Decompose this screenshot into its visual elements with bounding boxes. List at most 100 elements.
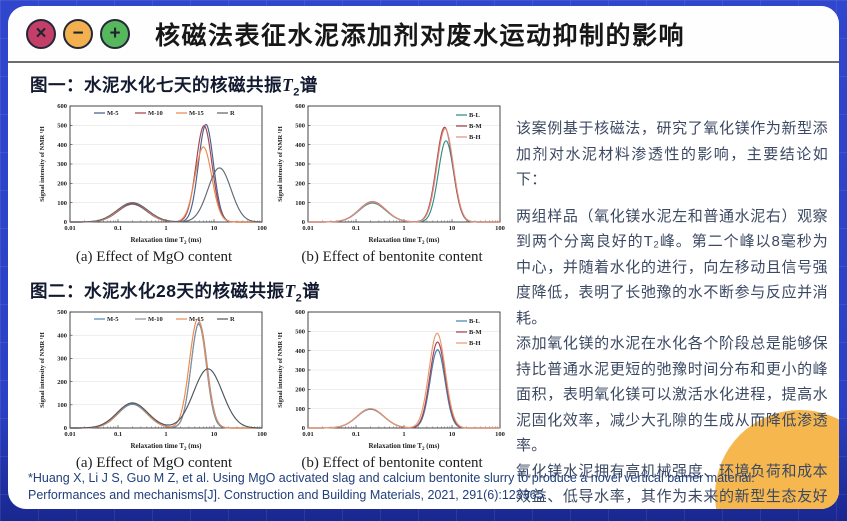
svg-text:Relaxation time T2 (ms): Relaxation time T2 (ms) [130,442,202,452]
svg-text:Relaxation time T2 (ms): Relaxation time T2 (ms) [368,442,440,452]
svg-text:B-M: B-M [469,123,482,130]
close-icon: × [35,23,47,44]
chart-caption: (b) Effect of bentonite content [301,249,483,265]
figure1-title-text: 图一：水泥水化七天的核磁共振 [30,75,282,95]
svg-text:600: 600 [295,103,305,110]
svg-text:200: 200 [57,379,67,386]
summary-paragraph-outlook: 氧化镁水泥拥有高机械强度、环境负荷和成本效益、低导水率，其作为未来的新型生态友好… [516,462,828,506]
svg-text:10: 10 [449,431,456,438]
svg-text:B-H: B-H [469,340,481,347]
nmr-t2-chart-7d-mgo: 0 100 200 300 400 500 600 0.01 0.1 1 10 100 M-5 M-10 M… [36,96,272,266]
svg-text:100: 100 [295,200,305,207]
svg-text:10: 10 [211,431,218,438]
svg-text:400: 400 [57,332,67,339]
svg-text:100: 100 [57,200,67,207]
svg-text:M-15: M-15 [189,316,205,323]
svg-text:M-5: M-5 [107,110,119,117]
svg-text:0.01: 0.01 [64,225,75,232]
t2-subscript: 2 [293,86,300,99]
svg-text:0.1: 0.1 [352,225,360,232]
summary-paragraph-intro: 该案例基于核磁法，研究了氧化镁作为新型添加剂对水泥材料渗透性的影响，主要结论如下… [516,120,828,188]
minimize-icon: − [72,23,84,44]
svg-text:B-L: B-L [469,318,481,325]
svg-text:400: 400 [295,348,305,355]
svg-text:200: 200 [295,387,305,394]
svg-text:0: 0 [302,219,305,226]
svg-text:100: 100 [257,225,267,232]
reference-citation: *Huang X, Li J S, Guo M Z, et al. Using … [28,471,755,502]
svg-text:M-10: M-10 [148,316,163,323]
summary-paragraph-mgo-effect: 添加氧化镁的水泥在水化各个阶段总是能够保持比普通水泥更短的弛豫时间分布和更小的峰… [516,335,828,454]
svg-text:0: 0 [302,425,305,432]
chart-plot-area: 0 100 200 300 400 500 0.01 0.1 1 10 100 M-5 M-10 M-15… [36,302,272,454]
svg-text:Relaxation time T2 (ms): Relaxation time T2 (ms) [368,236,440,246]
svg-text:B-M: B-M [469,329,482,336]
svg-text:10: 10 [449,225,456,232]
svg-text:R: R [230,316,235,323]
t2-symbol: T [284,281,296,301]
nmr-t2-chart-28d-mgo: 0 100 200 300 400 500 0.01 0.1 1 10 100 M-5 M-10 M-15… [36,302,272,472]
close-button[interactable]: × [26,18,56,49]
svg-text:500: 500 [295,123,305,130]
svg-text:600: 600 [57,103,67,110]
nmr-t2-chart-28d-bentonite: 0 100 200 300 400 500 600 0.01 0.1 1 10 100 B-L B-M B-… [274,302,510,472]
svg-text:400: 400 [57,142,67,149]
svg-text:Relaxation time T2 (ms): Relaxation time T2 (ms) [130,236,202,246]
svg-text:300: 300 [57,356,67,363]
figure2-title: 图二：水泥水化28天的核磁共振T2谱 [30,278,320,305]
svg-text:100: 100 [295,406,305,413]
svg-text:R: R [230,110,235,117]
svg-text:1: 1 [402,225,405,232]
svg-text:1: 1 [402,431,405,438]
chart-caption: (b) Effect of bentonite content [301,455,483,471]
svg-text:1: 1 [164,431,167,438]
svg-text:0.1: 0.1 [114,431,122,438]
page-title: 核磁法表征水泥添加剂对废水运动抑制的影响 [155,21,686,50]
svg-text:100: 100 [495,225,505,232]
svg-text:0.01: 0.01 [302,225,313,232]
svg-text:100: 100 [495,431,505,438]
svg-text:600: 600 [295,309,305,316]
svg-text:M-15: M-15 [189,110,205,117]
svg-text:M-5: M-5 [107,316,119,323]
figure2-title-text: 图二：水泥水化28天的核磁共振 [30,281,285,301]
maximize-button[interactable]: + [100,18,130,49]
svg-text:100: 100 [57,402,67,409]
summary-paragraph-peaks: 两组样品（氧化镁水泥左和普通水泥右）观察到两个分离良好的T₂峰。第二个峰以8毫秒… [516,207,828,327]
svg-text:500: 500 [57,123,67,130]
minimize-button[interactable]: − [63,18,93,49]
chart-caption: (a) Effect of MgO content [75,455,233,471]
summary-text-column: 该案例基于核磁法，研究了氧化镁作为新型添加剂对水泥材料渗透性的影响，主要结论如下… [516,116,828,509]
svg-text:Signal intensity of NMR ¹H: Signal intensity of NMR ¹H [39,126,46,202]
svg-text:300: 300 [57,161,67,168]
figure1-title: 图一：水泥水化七天的核磁共振T2谱 [30,72,318,99]
svg-text:500: 500 [57,309,67,316]
plus-icon: + [109,23,121,44]
svg-text:400: 400 [295,142,305,149]
svg-text:1: 1 [164,225,167,232]
svg-text:Signal intensity of NMR ¹H: Signal intensity of NMR ¹H [277,126,284,202]
t2-symbol: T [282,75,294,95]
svg-text:300: 300 [295,161,305,168]
svg-text:200: 200 [57,181,67,188]
svg-text:B-L: B-L [469,112,481,119]
svg-text:300: 300 [295,367,305,374]
nmr-t2-chart-7d-bentonite: 0 100 200 300 400 500 600 0.01 0.1 1 10 100 B-L B-M B-… [274,96,510,266]
svg-text:10: 10 [211,225,218,232]
chart-plot-area: 0 100 200 300 400 500 600 0.01 0.1 1 10 100 B-L B-M B-… [274,96,510,248]
figure1-title-suffix: 谱 [299,75,318,95]
svg-text:0.1: 0.1 [114,225,122,232]
window-header: × − + 核磁法表征水泥添加剂对废水运动抑制的影响 [8,6,839,63]
svg-text:B-H: B-H [469,134,481,141]
chart-caption: (a) Effect of MgO content [75,249,233,265]
svg-text:0: 0 [64,425,67,432]
svg-text:M-10: M-10 [148,110,163,117]
chart-plot-area: 0 100 200 300 400 500 600 0.01 0.1 1 10 100 B-L B-M B-… [274,302,510,454]
slide-card: × − + 核磁法表征水泥添加剂对废水运动抑制的影响 图一：水泥水化七天的核磁共… [8,6,839,509]
svg-text:500: 500 [295,329,305,336]
figure2-title-suffix: 谱 [302,281,321,301]
svg-text:0.01: 0.01 [302,431,313,438]
svg-text:200: 200 [295,181,305,188]
svg-text:Signal intensity of NMR ¹H: Signal intensity of NMR ¹H [39,332,46,408]
svg-text:Signal intensity of NMR ¹H: Signal intensity of NMR ¹H [277,332,284,408]
